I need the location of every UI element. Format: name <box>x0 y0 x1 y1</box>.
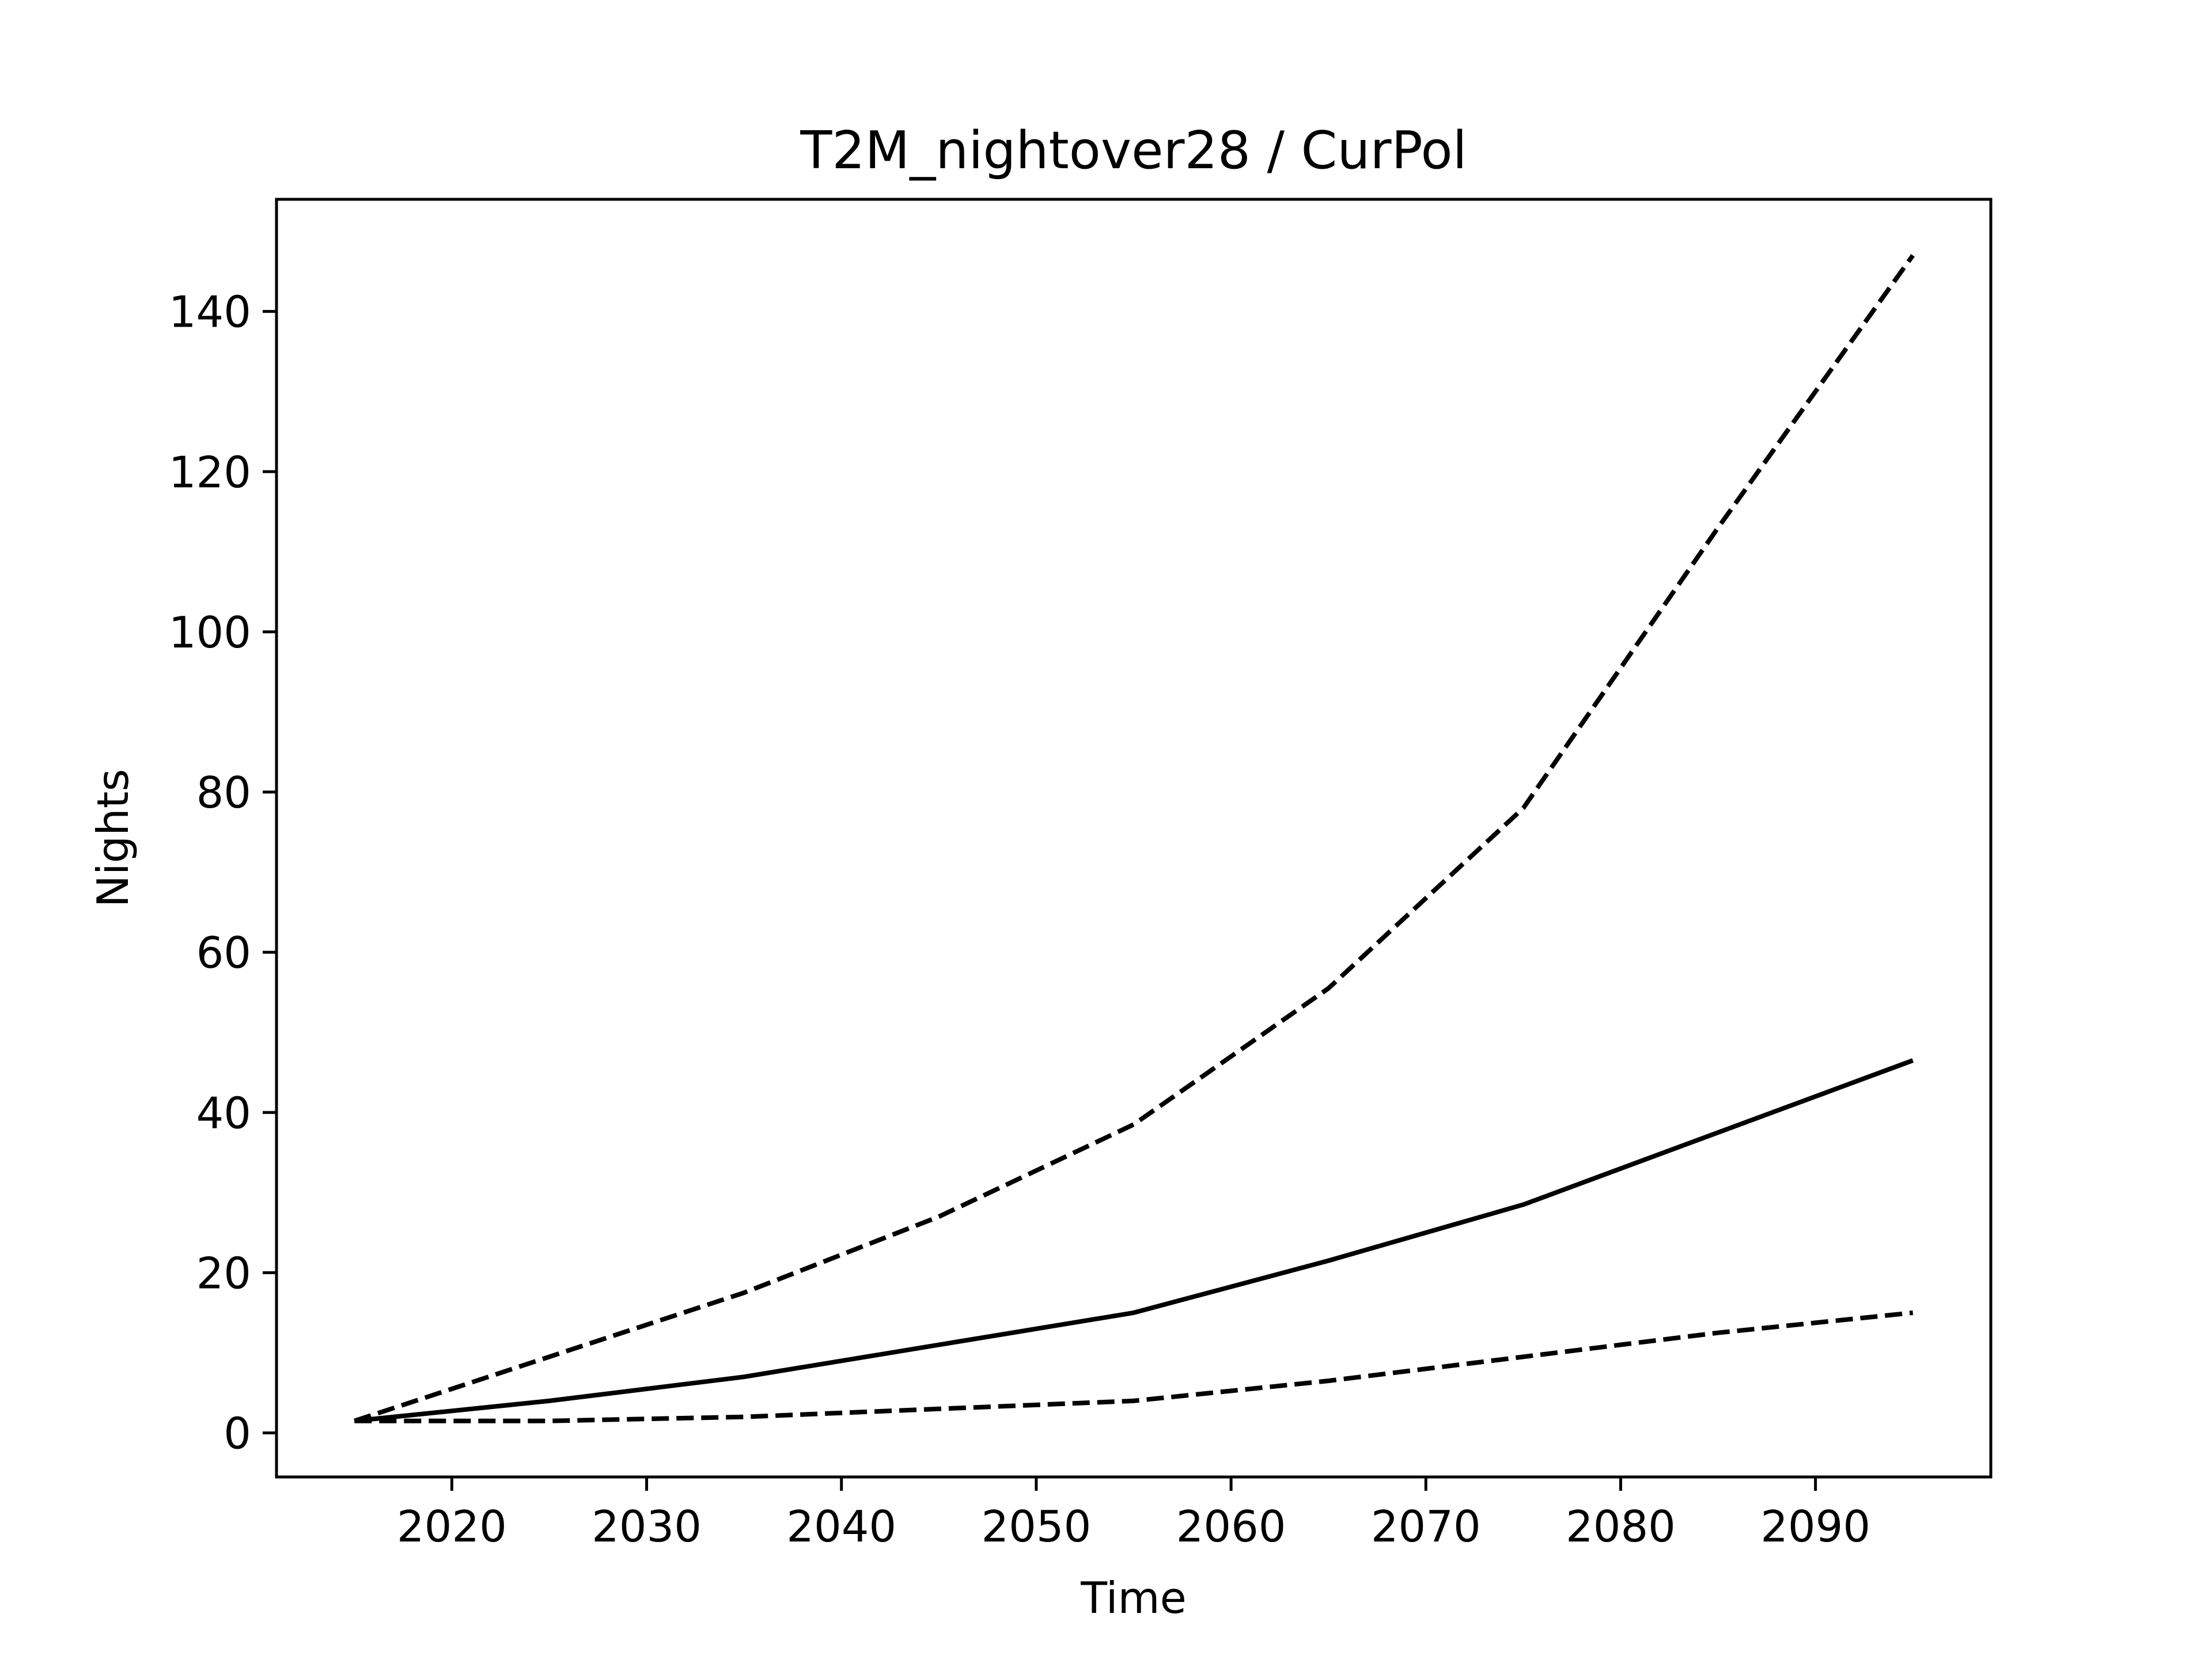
x-tick-label: 2080 <box>1566 1501 1676 1552</box>
y-tick-label: 20 <box>196 1248 251 1298</box>
x-tick-label: 2020 <box>397 1501 507 1552</box>
y-tick-label: 140 <box>169 287 251 338</box>
x-tick-label: 2050 <box>981 1501 1091 1552</box>
x-tick-label: 2060 <box>1176 1501 1286 1552</box>
y-tick-label: 100 <box>169 607 251 658</box>
x-axis-label: Time <box>1080 1573 1187 1623</box>
x-tick-label: 2090 <box>1760 1501 1870 1552</box>
x-tick-label: 2040 <box>786 1501 896 1552</box>
y-tick-label: 60 <box>196 927 251 978</box>
y-tick-label: 120 <box>169 447 251 498</box>
tick-layer: 2020 2030 2040 2050 2060 2070 2080 209002040608… <box>169 287 1870 1552</box>
y-tick-label: 80 <box>196 767 251 818</box>
series-line-3 <box>354 1310 1914 1423</box>
chart-title: T2M_nightover28 / CurPol <box>800 120 1467 181</box>
plot-area-frame <box>275 198 1993 1479</box>
series-layer <box>354 253 1915 1423</box>
y-tick-label: 0 <box>224 1408 251 1459</box>
y-axis-label: Nights <box>88 769 138 908</box>
series-line-1 <box>354 253 1915 1423</box>
x-tick-label: 2030 <box>592 1501 702 1552</box>
x-tick-label: 2070 <box>1371 1501 1481 1552</box>
series-line-2 <box>354 1058 1914 1423</box>
y-tick-label: 40 <box>196 1088 251 1138</box>
